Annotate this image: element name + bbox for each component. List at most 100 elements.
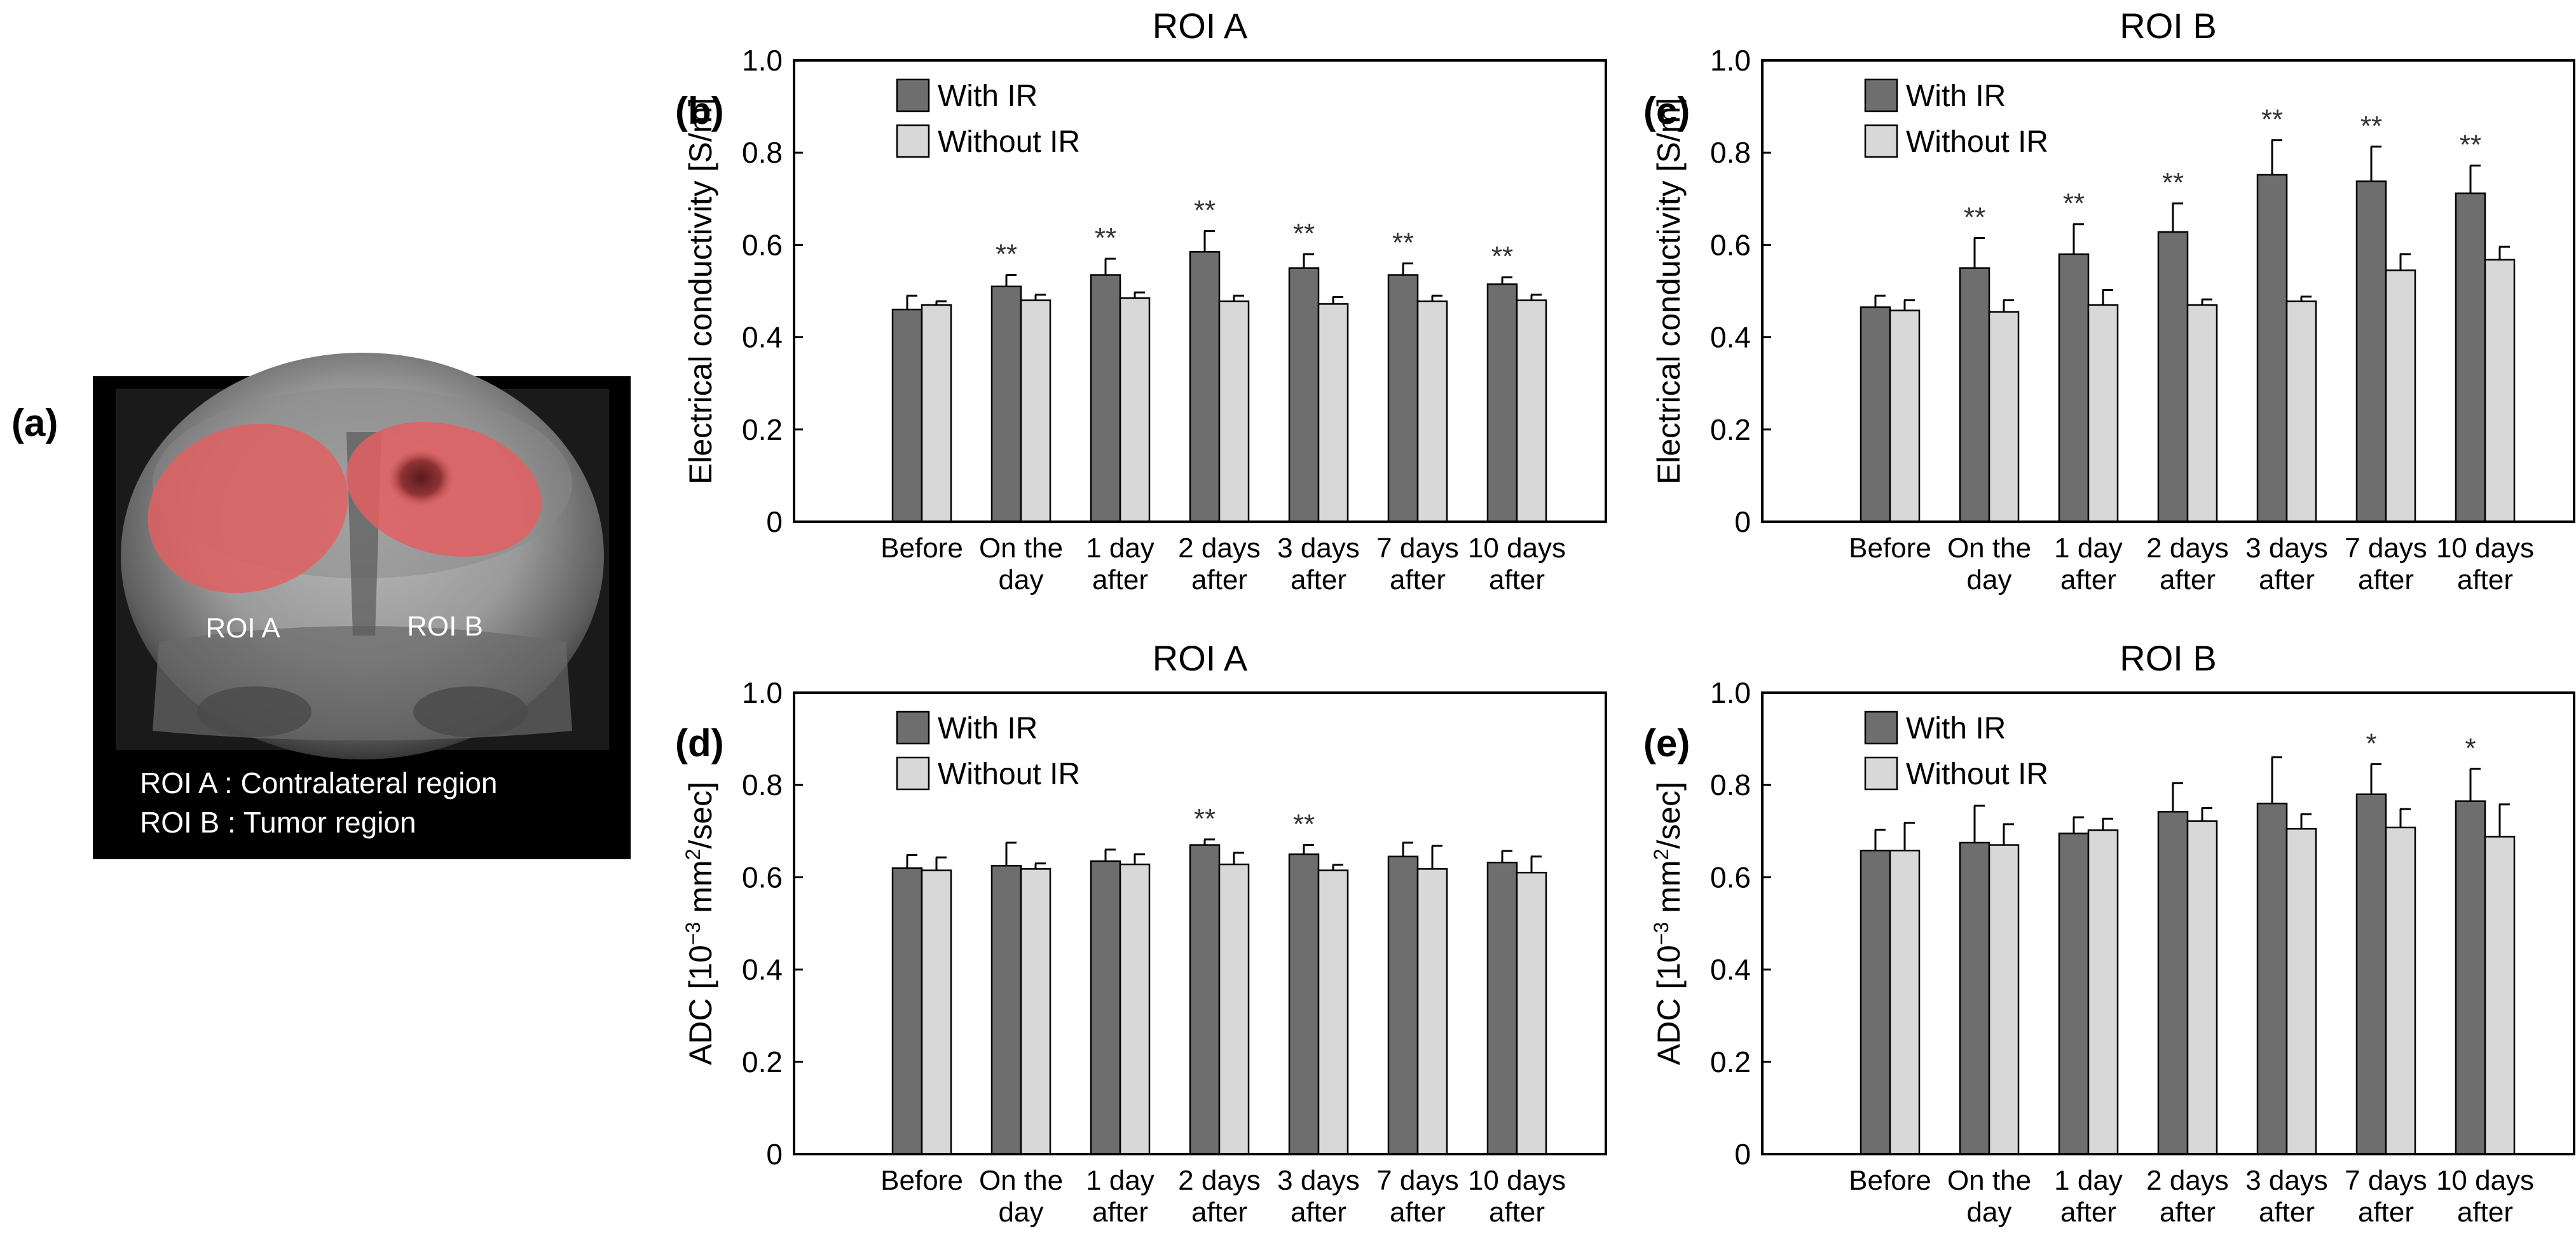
bar-without-ir [1020, 868, 1052, 1155]
bar-with-ir [1090, 860, 1121, 1155]
bar-without-ir [1218, 863, 1250, 1155]
significance-marker: ** [2063, 188, 2085, 219]
y-tick-label: 0.8 [1710, 768, 1751, 801]
significance-marker: ** [1095, 222, 1116, 254]
bar-without-ir [1218, 300, 1250, 523]
x-tick-label: after [1191, 1197, 1247, 1228]
significance-marker: ** [1964, 202, 1985, 233]
x-tick-label: after [2358, 564, 2414, 595]
x-tick-label: 10 days [2436, 1165, 2534, 1196]
bar-with-ir [1387, 274, 1419, 523]
x-tick-label: day [999, 564, 1044, 595]
panel-a-mri: (a) ROI A ROI B ROI A : Contralateral re… [11, 353, 631, 859]
significance-marker: ** [1392, 227, 1414, 258]
x-tick-label: after [2160, 1197, 2216, 1228]
y-tick-label: 0.4 [742, 321, 783, 354]
bar-with-ir [891, 308, 923, 523]
y-tick-label: 0 [766, 1138, 783, 1171]
bar-with-ir [2355, 793, 2387, 1155]
y-tick-label: 0.8 [742, 768, 783, 801]
x-tick-label: 2 days [1178, 533, 1261, 564]
x-tick-label: after [2259, 1197, 2315, 1228]
x-tick-label: day [1967, 1197, 2012, 1228]
y-axis-label: Electrical conductivity [S/m] [683, 98, 718, 485]
x-tick-label: 7 days [1376, 1165, 1459, 1196]
significance-marker: ** [2162, 167, 2184, 198]
x-tick-label: after [2259, 564, 2315, 595]
x-tick-label: Before [880, 533, 963, 564]
y-axis-label: Electrical conductivity [S/m] [1651, 98, 1687, 485]
x-tick-label: after [1489, 564, 1545, 595]
bar-with-ir [1860, 850, 1891, 1155]
y-tick-label: 1.0 [1710, 44, 1751, 77]
bar-with-ir [2157, 811, 2189, 1155]
y-tick-label: 0 [1734, 505, 1751, 538]
bar-with-ir [1486, 861, 1518, 1155]
y-tick-label: 0.4 [1710, 953, 1751, 986]
x-tick-label: 10 days [1468, 533, 1566, 564]
legend-swatch [1864, 756, 1898, 791]
x-tick-label: after [2060, 1197, 2116, 1228]
roi-b-image-label: ROI B [407, 611, 483, 642]
x-tick-label: after [2060, 564, 2116, 595]
x-tick-label: 7 days [1376, 533, 1459, 564]
bar-without-ir [1416, 868, 1448, 1155]
plot-frame [1761, 59, 2575, 523]
x-tick-label: after [1092, 1197, 1148, 1228]
bar-with-ir [990, 865, 1022, 1155]
chart-title: ROI A [1153, 6, 1248, 46]
significance-marker: * [2465, 733, 2476, 764]
x-tick-label: 7 days [2345, 1165, 2427, 1196]
y-tick-label: 0.6 [742, 860, 783, 894]
x-tick-label: On the [1947, 1165, 2031, 1196]
x-tick-label: 1 day [1086, 533, 1154, 564]
legend-label: Without IR [1906, 758, 2048, 791]
bar-without-ir [2385, 269, 2416, 523]
bar-with-ir [2455, 800, 2486, 1155]
legend-label: With IR [1906, 712, 2006, 745]
bar-with-ir [2256, 802, 2288, 1155]
bar-with-ir [2355, 180, 2387, 523]
x-tick-label: 1 day [2054, 533, 2123, 564]
bar-with-ir [1189, 844, 1221, 1155]
y-tick-label: 1.0 [742, 676, 783, 709]
bar-with-ir [1090, 274, 1121, 523]
significance-marker: ** [996, 239, 1017, 270]
x-tick-label: 2 days [2146, 1165, 2229, 1196]
roi-b-legend: ROI B : Tumor region [140, 806, 416, 839]
y-tick-label: 0.8 [742, 136, 783, 169]
bar-with-ir [1959, 841, 1990, 1155]
bar-without-ir [1988, 311, 2020, 523]
bar-with-ir [2256, 173, 2288, 523]
x-tick-label: 3 days [2245, 1165, 2328, 1196]
bar-without-ir [2186, 304, 2218, 523]
legend-swatch [1864, 124, 1898, 158]
bar-without-ir [1317, 869, 1349, 1155]
x-tick-label: 7 days [2345, 533, 2427, 564]
bar-without-ir [1988, 844, 2020, 1155]
legend-swatch [896, 756, 930, 791]
y-tick-label: 0.2 [742, 1045, 783, 1078]
x-tick-label: 3 days [2245, 533, 2328, 564]
x-tick-label: 1 day [1086, 1165, 1154, 1196]
x-tick-label: On the [979, 533, 1063, 564]
tumor-spot [388, 449, 454, 507]
x-tick-label: after [1092, 564, 1148, 595]
panel-label: (e) [1643, 722, 1690, 765]
chart-title: ROI A [1153, 638, 1248, 678]
legend-swatch [896, 124, 930, 158]
x-tick-label: after [1291, 1197, 1346, 1228]
x-tick-label: after [2160, 564, 2216, 595]
significance-marker: ** [1194, 195, 1216, 226]
legend-label: With IR [1906, 79, 2006, 113]
bar-without-ir [1020, 299, 1052, 523]
bar-without-ir [1516, 299, 1547, 523]
x-tick-label: 10 days [1468, 1165, 1566, 1196]
roi-a-region [147, 423, 348, 594]
bar-without-ir [2285, 300, 2317, 523]
y-axis-label-part: /sec] [1651, 782, 1687, 849]
x-tick-label: after [1191, 564, 1247, 595]
y-tick-label: 0 [1734, 1138, 1751, 1171]
y-axis-label-exponent: 2 [1650, 849, 1673, 860]
